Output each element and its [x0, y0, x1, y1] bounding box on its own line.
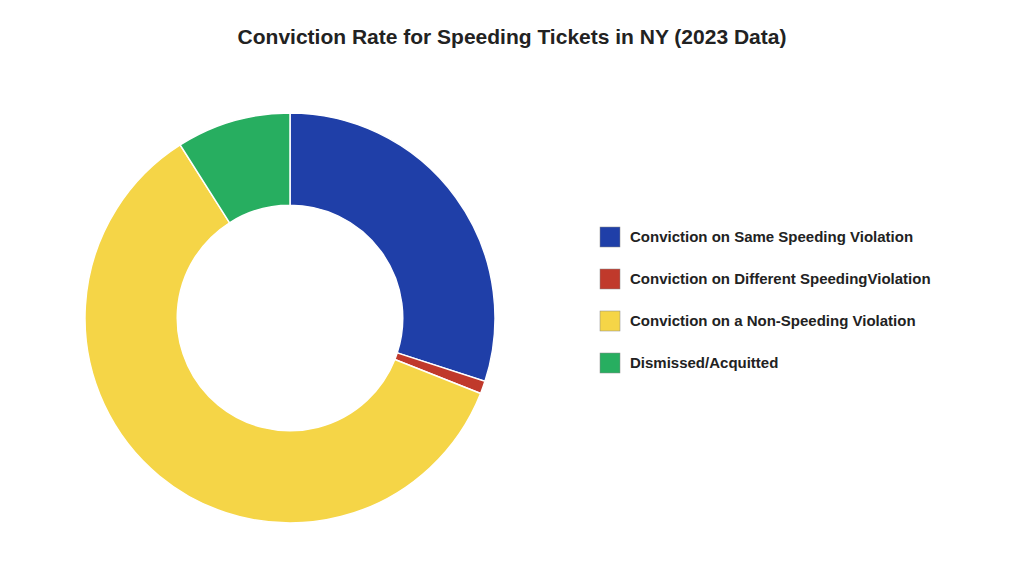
- legend-swatch: [600, 311, 620, 331]
- legend-label: Conviction on Different SpeedingViolatio…: [630, 270, 931, 287]
- legend-label: Conviction on a Non-Speeding Violation: [630, 312, 916, 329]
- legend-label: Dismissed/Acquitted: [630, 354, 778, 371]
- slices: [85, 113, 495, 523]
- legend-swatch: [600, 353, 620, 373]
- slice: [180, 113, 290, 223]
- legend: Conviction on Same Speeding Violation Con…: [600, 227, 931, 373]
- slice: [290, 113, 495, 381]
- legend-swatch: [600, 269, 620, 289]
- chart: Conviction Rate for Speeding Tickets in …: [0, 0, 1024, 576]
- legend-label: Conviction on Same Speeding Violation: [630, 228, 913, 245]
- legend-swatch: [600, 227, 620, 247]
- title: Conviction Rate for Speeding Tickets in …: [238, 25, 787, 48]
